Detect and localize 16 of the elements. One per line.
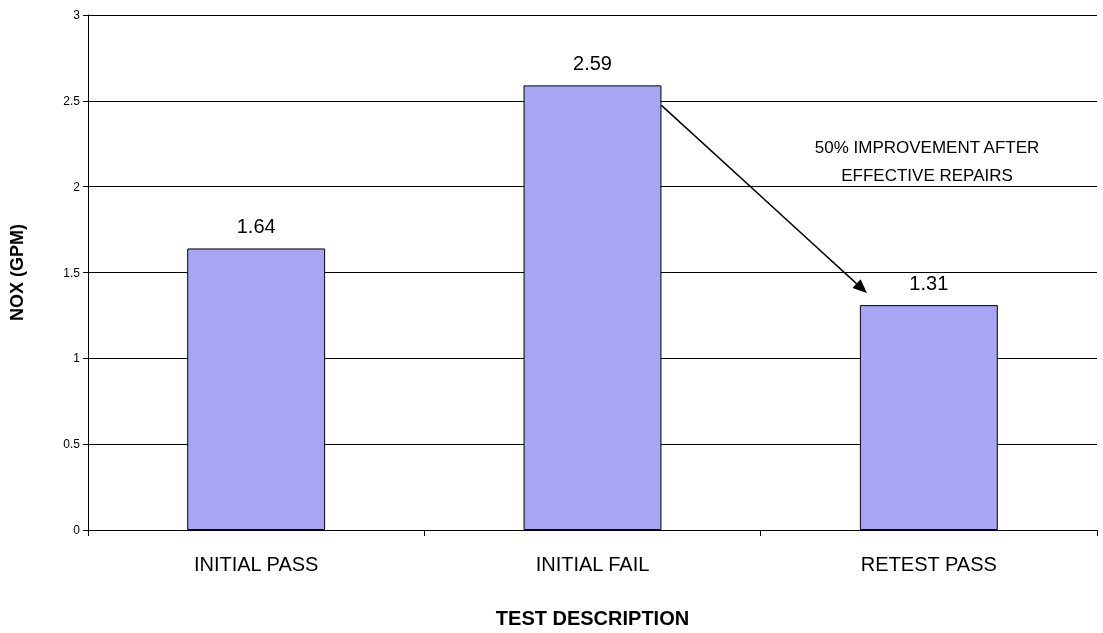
x-tick-label: INITIAL FAIL	[535, 553, 650, 575]
y-tick-label: 1	[73, 351, 81, 366]
y-tick-label: 1.5	[63, 265, 81, 280]
y-tick-label: 3	[73, 8, 81, 22]
data-label: 2.59	[573, 52, 612, 75]
x-tick-label: INITIAL PASS	[193, 553, 319, 575]
y-tick-label: 0	[73, 523, 81, 537]
x-tick-label: RETEST PASS	[860, 553, 997, 575]
y-tick-label: 2	[73, 179, 81, 194]
y-tick-label: 2.5	[63, 93, 81, 108]
y-axis-title: NOX (GPM)	[7, 224, 27, 321]
y-tick-label: 0.5	[63, 437, 81, 452]
data-label: 1.31	[909, 272, 949, 295]
annotation: 50% IMPROVEMENT AFTER EFFECTIVE REPAIRS	[814, 137, 1040, 185]
x-axis-title: TEST DESCRIPTION	[495, 607, 690, 629]
data-label: 1.64	[236, 215, 276, 238]
